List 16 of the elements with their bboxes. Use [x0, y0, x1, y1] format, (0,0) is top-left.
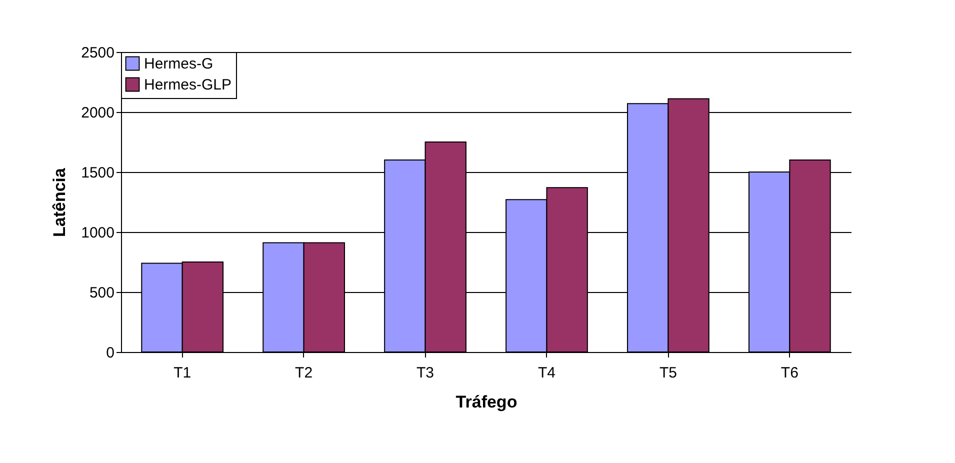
y-tick-label: 0: [106, 344, 114, 362]
y-tick-label: 2500: [81, 44, 114, 62]
x-tick-label: T4: [538, 364, 556, 382]
x-tick-label: T6: [780, 364, 798, 382]
x-tick-label: T1: [174, 364, 192, 382]
y-tick-label: 2000: [81, 104, 114, 122]
legend-label: Hermes-G: [144, 56, 214, 72]
x-tick-label: T2: [295, 364, 313, 382]
x-tick-label: T5: [659, 364, 677, 382]
legend-label: Hermes-GLP: [144, 76, 232, 94]
y-tick-label: 500: [89, 284, 114, 302]
y-tick-label: 1000: [81, 224, 114, 242]
y-tick-label: 1500: [81, 164, 114, 182]
x-axis-title: Tráfego: [456, 392, 518, 412]
y-axis-title: Latência: [50, 167, 70, 237]
x-tick-label: T3: [416, 364, 434, 382]
